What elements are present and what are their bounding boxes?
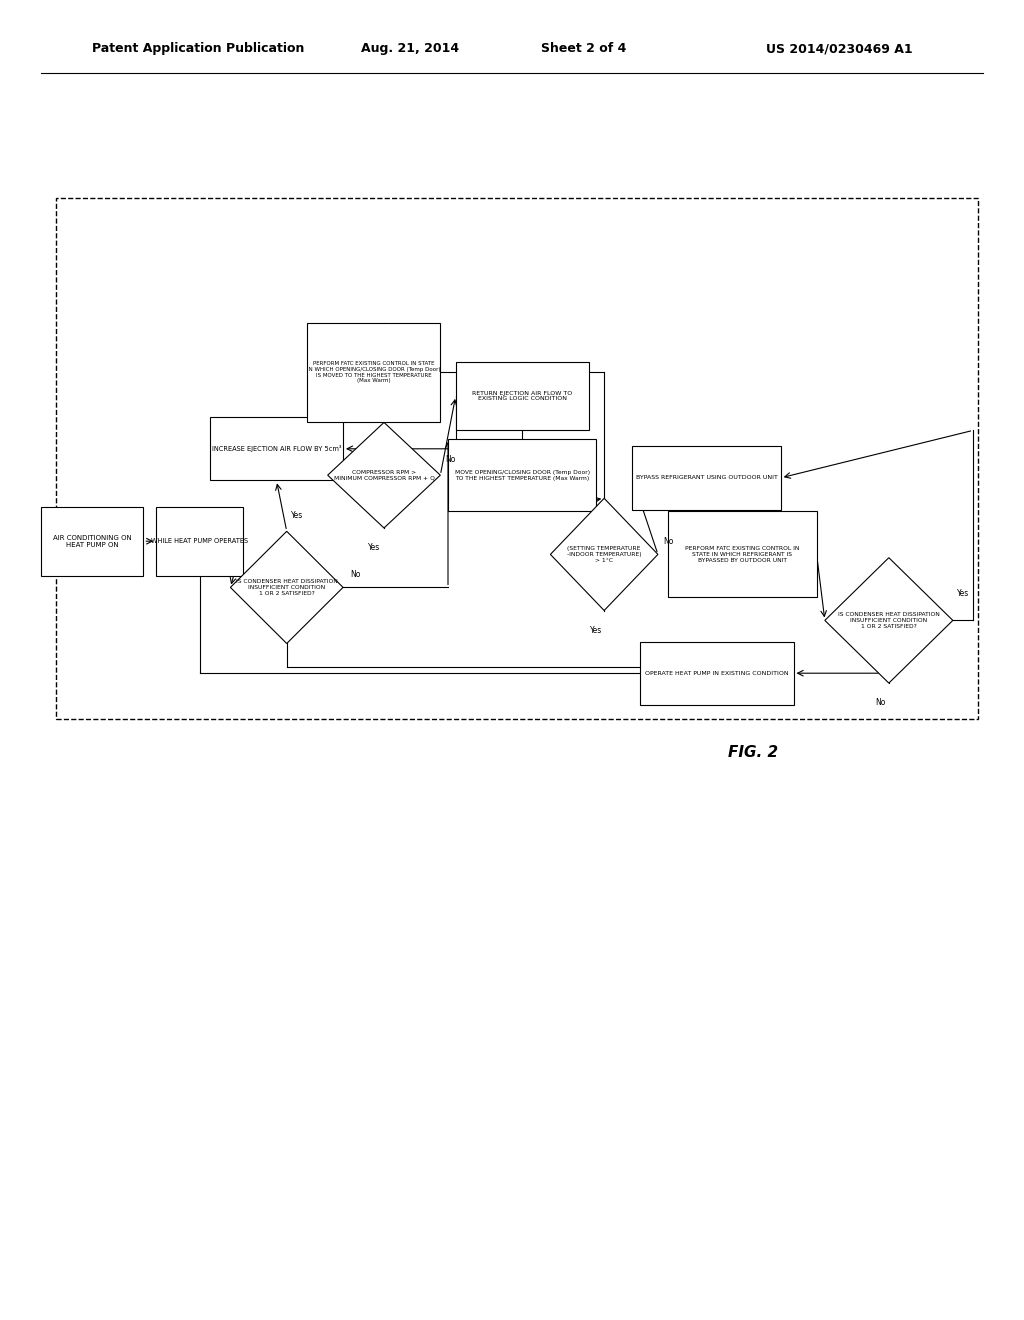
Text: No: No xyxy=(876,698,886,708)
Polygon shape xyxy=(230,531,343,643)
FancyBboxPatch shape xyxy=(156,507,244,576)
Text: INCREASE EJECTION AIR FLOW BY 5cm³: INCREASE EJECTION AIR FLOW BY 5cm³ xyxy=(212,445,341,453)
Text: Yes: Yes xyxy=(291,511,303,520)
FancyBboxPatch shape xyxy=(632,446,780,510)
Text: Yes: Yes xyxy=(368,544,380,552)
Text: MOVE OPENING/CLOSING DOOR (Temp Door)
TO THE HIGHEST TEMPERATURE (Max Warm): MOVE OPENING/CLOSING DOOR (Temp Door) TO… xyxy=(455,470,590,480)
FancyBboxPatch shape xyxy=(210,417,343,480)
Text: PERFORM FATC EXISTING CONTROL IN
STATE IN WHICH REFRIGERANT IS
BYPASSED BY OUTDO: PERFORM FATC EXISTING CONTROL IN STATE I… xyxy=(685,546,800,562)
Text: US 2014/0230469 A1: US 2014/0230469 A1 xyxy=(766,42,913,55)
Polygon shape xyxy=(551,499,657,610)
Text: No: No xyxy=(663,537,674,545)
FancyBboxPatch shape xyxy=(307,323,440,422)
Text: AIR CONDITIONING ON
HEAT PUMP ON: AIR CONDITIONING ON HEAT PUMP ON xyxy=(53,535,131,548)
Text: PERFORM FATC EXISTING CONTROL IN STATE
IN WHICH OPENING/CLOSING DOOR (Temp Door): PERFORM FATC EXISTING CONTROL IN STATE I… xyxy=(307,362,440,383)
Bar xyxy=(56,198,978,719)
FancyBboxPatch shape xyxy=(668,511,817,597)
Text: Yes: Yes xyxy=(590,626,602,635)
Polygon shape xyxy=(328,422,440,528)
Text: Sheet 2 of 4: Sheet 2 of 4 xyxy=(541,42,627,55)
FancyBboxPatch shape xyxy=(41,507,143,576)
Text: WHILE HEAT PUMP OPERATES: WHILE HEAT PUMP OPERATES xyxy=(152,539,248,544)
Text: BYPASS REFRIGERANT USING OUTDOOR UNIT: BYPASS REFRIGERANT USING OUTDOOR UNIT xyxy=(636,475,777,480)
Text: IS CONDENSER HEAT DISSIPATION
INSUFFICIENT CONDITION
1 OR 2 SATISFIED?: IS CONDENSER HEAT DISSIPATION INSUFFICIE… xyxy=(236,579,338,595)
FancyBboxPatch shape xyxy=(449,438,596,511)
Text: Aug. 21, 2014: Aug. 21, 2014 xyxy=(360,42,459,55)
Text: No: No xyxy=(350,570,360,578)
Text: FIG. 2: FIG. 2 xyxy=(728,744,777,760)
Text: RETURN EJECTION AIR FLOW TO
EXISTING LOGIC CONDITION: RETURN EJECTION AIR FLOW TO EXISTING LOG… xyxy=(472,391,572,401)
Polygon shape xyxy=(825,557,952,682)
Text: (SETTING TEMPERATURE
-INDOOR TEMPERATURE)
> 1°C: (SETTING TEMPERATURE -INDOOR TEMPERATURE… xyxy=(567,546,641,562)
Text: IS CONDENSER HEAT DISSIPATION
INSUFFICIENT CONDITION
1 OR 2 SATISFIED?: IS CONDENSER HEAT DISSIPATION INSUFFICIE… xyxy=(838,612,940,628)
FancyBboxPatch shape xyxy=(456,362,589,430)
Text: No: No xyxy=(445,455,456,463)
Text: Patent Application Publication: Patent Application Publication xyxy=(92,42,304,55)
Text: COMPRESSOR RPM >
MINIMUM COMPRESSOR RPM + Q: COMPRESSOR RPM > MINIMUM COMPRESSOR RPM … xyxy=(334,470,434,480)
Text: OPERATE HEAT PUMP IN EXISTING CONDITION: OPERATE HEAT PUMP IN EXISTING CONDITION xyxy=(645,671,788,676)
Text: Yes: Yes xyxy=(957,590,969,598)
FancyBboxPatch shape xyxy=(640,642,794,705)
